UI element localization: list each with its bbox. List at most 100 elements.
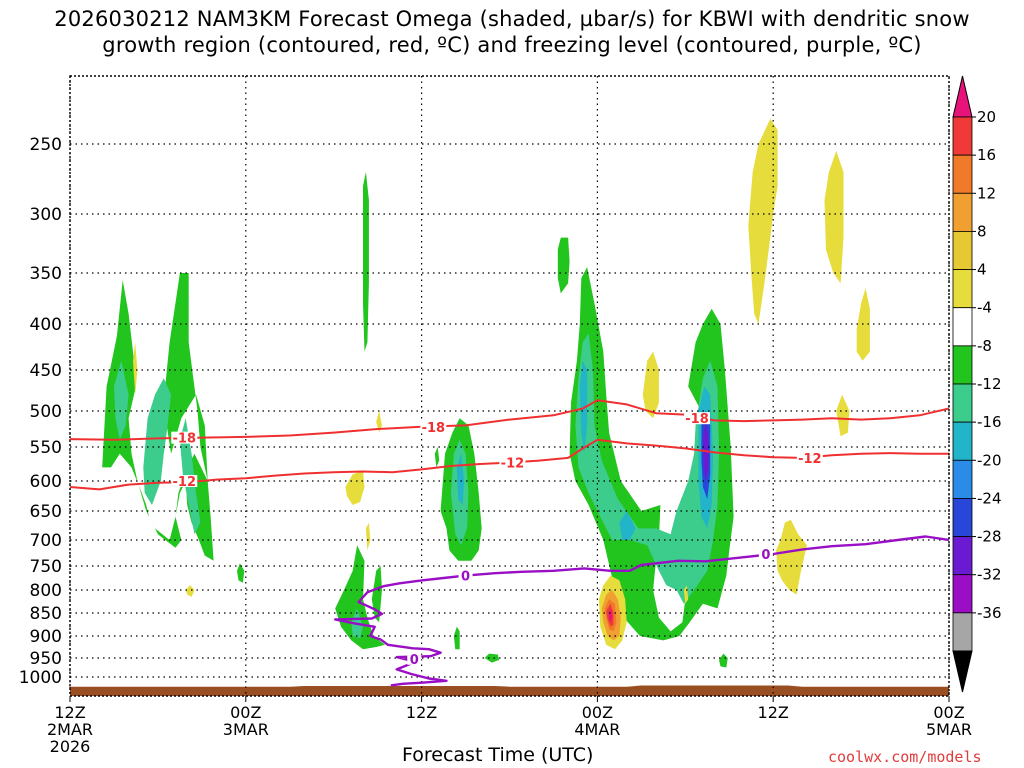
colorbar-label-16: 16 [977, 146, 996, 164]
contour-label-halo [499, 456, 526, 469]
y-tick-label-650: 650 [30, 502, 62, 522]
contour-label-halo [758, 548, 773, 561]
x-tick-label-60-1: 5MAR [926, 720, 972, 739]
colorbar-label-12: 12 [977, 184, 996, 202]
colorbar-swatch-1 [952, 154, 973, 194]
omega-neg-green-13 [434, 447, 440, 468]
colorbar-label--4: -4 [977, 299, 992, 317]
omega-shading-layer [102, 118, 870, 668]
omega-pos-yellow-9 [133, 342, 138, 395]
y-tick-label-550: 550 [30, 438, 62, 458]
y-tick-label-750: 750 [30, 557, 62, 577]
contour-label-halo [458, 569, 473, 582]
y-tick-label-500: 500 [30, 402, 62, 422]
omega-neg-cyan-4 [619, 511, 636, 540]
omega-neg-green-9 [484, 653, 500, 663]
y-tick-label-600: 600 [30, 472, 62, 492]
omega-pos-yellow-7 [345, 470, 365, 505]
label-minus18-a: -18 [173, 432, 197, 447]
contour-label-halo [796, 451, 823, 464]
omega-pos-yellow-2 [824, 151, 844, 284]
terrain-fill [70, 685, 949, 696]
omega-neg-green-11 [237, 563, 245, 583]
freezing-level-contour [334, 535, 949, 687]
omega-pos-yellow-1 [748, 118, 778, 324]
colorbar-swatch-6 [952, 345, 973, 385]
dgz-minus18-contour [70, 399, 949, 441]
omega-neg-cyan-1 [456, 453, 465, 505]
colorbar-swatch-7 [952, 383, 973, 423]
terrain-layer [70, 685, 949, 696]
x-tick-label-0-1: 2MAR [47, 720, 93, 739]
label-freezing-a: 0 [461, 570, 470, 585]
y-tick-label-850: 850 [30, 604, 62, 624]
omega-neg-green-4 [569, 267, 734, 641]
colorbar-swatch-8 [952, 421, 973, 461]
label-minus18-b: -18 [422, 421, 446, 436]
y-tick-label-450: 450 [30, 361, 62, 381]
site-credit[interactable]: coolwx.com/models [828, 748, 982, 766]
contour-layer: -18 -18 -18 -12 -12 -12 0 0 0 [70, 399, 949, 687]
colorbar-top-arrow [952, 75, 973, 118]
label-minus12-a: -12 [173, 475, 197, 490]
colorbar-swatch-5 [952, 307, 973, 347]
contour-label-halo [684, 412, 711, 425]
y-tick-label-300: 300 [30, 205, 62, 225]
x-axis-title: Forecast Time (UTC) [402, 744, 594, 766]
contour-label-halo [171, 475, 198, 487]
colorbar-label--24: -24 [977, 489, 1002, 507]
omega-neg-teal-1 [114, 360, 129, 440]
omega-neg-green-1 [102, 280, 214, 561]
colorbar-bottom-arrow [952, 650, 973, 693]
y-tick-label-350: 350 [30, 264, 62, 284]
x-tick-label-36-1: 4MAR [574, 720, 620, 739]
omega-neg-teal-5 [575, 333, 719, 604]
colorbar-swatch-9 [952, 459, 973, 499]
colorbar: 20 16 12 8 4 -4 -8 -12 -16 -20 -24 -28 -32 -36 [952, 75, 1002, 693]
axis-layer: 250 300 350 400 450 500 550 600 650 700 750 800 850 9… [19, 75, 972, 756]
colorbar-label--32: -32 [977, 566, 1002, 584]
omega-pos-yellow-4 [776, 519, 807, 595]
y-tick-label-900: 900 [30, 627, 62, 647]
x-tick-label-24-0: 12Z [406, 703, 437, 722]
colorbar-swatch-10 [952, 498, 973, 537]
x-tick-label-12-0: 00Z [230, 703, 261, 722]
x-tick-label-48-0: 12Z [758, 703, 789, 722]
omega-neg-green-7 [363, 172, 369, 352]
contour-label-halo [407, 652, 422, 665]
x-tick-label-60-0: 00Z [933, 703, 964, 722]
label-freezing-b: 0 [410, 653, 419, 668]
contour-label-halo [420, 420, 447, 433]
y-tick-label-950: 950 [30, 649, 62, 669]
label-freezing-c: 0 [761, 548, 770, 563]
y-tick-label-700: 700 [30, 531, 62, 551]
colorbar-swatch-0 [952, 116, 973, 156]
y-tick-label-1000: 1000 [19, 668, 62, 688]
colorbar-label--16: -16 [977, 413, 1002, 431]
omega-pos-yellow-11 [365, 522, 371, 551]
colorbar-label--36: -36 [977, 604, 1002, 622]
omega-neg-green-12 [453, 626, 460, 650]
y-tick-label-800: 800 [30, 581, 62, 601]
label-minus12-b: -12 [501, 457, 525, 472]
chart-title-line-2: growth region (contoured, red, ºC) and f… [102, 33, 922, 57]
colorbar-swatch-13 [952, 612, 973, 652]
grid-layer [69, 76, 950, 696]
omega-pos-yellow-10 [185, 585, 195, 597]
x-tick-label-0-2: 2026 [50, 737, 91, 756]
plot-frame [69, 75, 950, 697]
colorbar-swatch-11 [952, 536, 973, 576]
label-minus12-c: -12 [798, 452, 822, 467]
colorbar-label--28: -28 [977, 528, 1002, 546]
contour-label-halo [171, 431, 198, 444]
colorbar-label-8: 8 [977, 222, 987, 240]
label-minus18-c: -18 [685, 412, 709, 427]
y-tick-label-400: 400 [30, 315, 62, 335]
colorbar-label--12: -12 [977, 375, 1002, 393]
colorbar-swatch-12 [952, 574, 973, 614]
omega-neg-green-8 [557, 237, 570, 294]
colorbar-label--20: -20 [977, 451, 1002, 469]
colorbar-label--8: -8 [977, 337, 992, 355]
colorbar-swatch-4 [952, 269, 973, 309]
omega-neg-green-2 [165, 273, 208, 481]
